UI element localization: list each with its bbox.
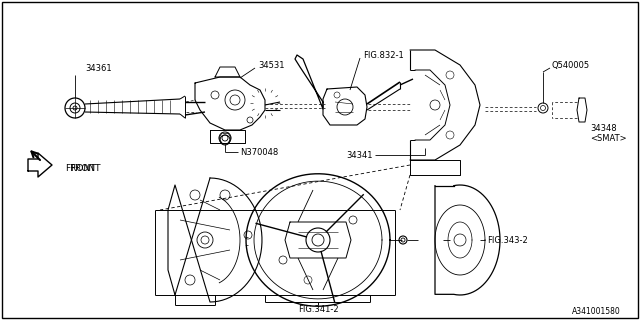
Text: 34348: 34348	[590, 124, 616, 132]
Text: 34361: 34361	[85, 63, 111, 73]
Text: Q540005: Q540005	[552, 60, 590, 69]
Text: N370048: N370048	[240, 148, 278, 156]
Text: <SMAT>: <SMAT>	[590, 133, 627, 142]
Text: FIG.341-2: FIG.341-2	[298, 306, 339, 315]
Text: FIG.832-1: FIG.832-1	[363, 51, 404, 60]
Text: 34341: 34341	[346, 150, 373, 159]
Text: FRONT: FRONT	[70, 164, 100, 172]
Text: A341001580: A341001580	[572, 308, 621, 316]
Text: FRONT: FRONT	[65, 164, 95, 172]
Text: 34531: 34531	[258, 60, 285, 69]
Text: FIG.343-2: FIG.343-2	[487, 236, 528, 244]
